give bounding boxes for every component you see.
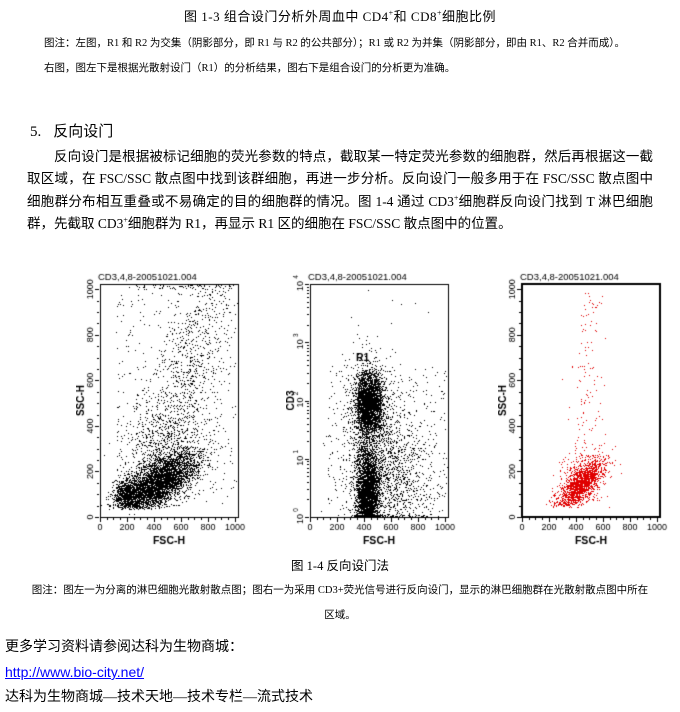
body-paragraph: 反向设门是根据被标记细胞的荧光参数的特点，截取某一特定荧光参数的细胞群，然后再根… [27, 146, 653, 236]
bio-city-link[interactable]: http://www.bio-city.net/ [5, 664, 145, 680]
figure-1-3-note: 图注：左图，R1 和 R2 为交集（阴影部分，即 R1 与 R2 的公共部分）；… [18, 31, 662, 81]
figure-1-4-note: 图注：图左一为分离的淋巴细胞光散射散点图；图右一为采用 CD3+荧光信号进行反向… [31, 585, 649, 621]
flow-plot-fsc-cd3-gate-r1 [286, 271, 461, 552]
flow-plot-fsc-ssc-backgated-red [498, 271, 673, 552]
section-number: 5. [30, 124, 42, 140]
figure-1-4-caption: 图 1-4 反向设门法 [291, 559, 389, 573]
figure-1-3-note-line2: 右图，图左下是根据光散射设门（R1）的分析结果，图右下是组合设门的分析更为准确。 [44, 63, 456, 74]
body-paragraph-text: 反向设门是根据被标记细胞的荧光参数的特点，截取某一特定荧光参数的细胞群，然后再根… [27, 149, 653, 232]
footer-line1: 更多学习资料请参阅达科为生物商城： [5, 640, 243, 655]
figure-1-3-note-line1: 图注：左图，R1 和 R2 为交集（阴影部分，即 R1 与 R2 的公共部分）；… [44, 38, 626, 49]
footer: 更多学习资料请参阅达科为生物商城： http://www.bio-city.ne… [5, 636, 675, 710]
figure-1-3-title: 图 1-3 组合设门分析外周血中 CD4+和 CD8+细胞比例 [184, 8, 496, 24]
section-heading: 5. 反向设门 [30, 120, 113, 141]
section-title: 反向设门 [53, 124, 114, 140]
flow-plot-fsc-ssc-all-events [76, 271, 251, 552]
footer-line2: 达科为生物商城—技术天地—技术专栏—流式技术 [5, 690, 313, 705]
